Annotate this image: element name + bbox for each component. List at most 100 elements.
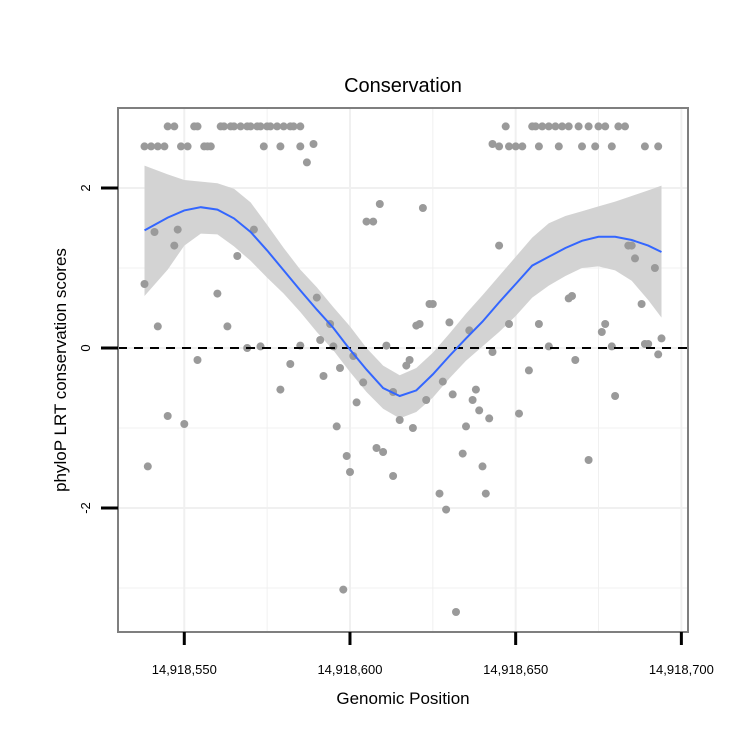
data-point — [273, 122, 282, 131]
data-point — [475, 406, 484, 415]
data-point — [266, 122, 275, 131]
data-point — [422, 396, 431, 404]
data-point — [418, 204, 427, 212]
chart-title: Conservation — [344, 75, 462, 97]
data-point — [631, 254, 639, 263]
data-point — [163, 122, 172, 131]
data-point — [568, 292, 576, 300]
data-point — [408, 424, 417, 432]
data-point — [395, 416, 404, 424]
data-point — [382, 341, 391, 350]
data-point — [468, 396, 477, 404]
data-point — [286, 360, 295, 368]
data-point — [564, 122, 573, 131]
y-tick-label: 2 — [78, 184, 93, 191]
y-tick-label: -2 — [78, 502, 93, 514]
data-point — [346, 468, 354, 476]
data-point — [538, 122, 547, 131]
data-point — [143, 462, 152, 471]
data-point — [448, 390, 457, 399]
data-point — [140, 142, 149, 151]
data-point — [558, 122, 567, 131]
data-point — [551, 122, 560, 131]
data-point — [342, 452, 351, 460]
data-point — [312, 293, 321, 302]
y-axis: 2 0 -2 — [78, 184, 118, 514]
data-point — [445, 318, 454, 327]
data-point — [319, 372, 328, 380]
data-point — [170, 122, 179, 131]
data-point — [458, 449, 467, 458]
data-point — [640, 142, 649, 151]
data-point — [524, 366, 533, 375]
data-point — [163, 412, 172, 420]
data-point — [511, 142, 520, 151]
data-point — [332, 422, 341, 431]
data-point — [289, 122, 298, 131]
data-point — [256, 122, 265, 131]
data-point — [644, 340, 653, 348]
data-point — [654, 350, 663, 359]
data-point — [571, 356, 580, 364]
data-point — [584, 122, 593, 131]
data-point — [614, 122, 623, 131]
data-point — [316, 336, 325, 344]
data-point — [389, 472, 398, 480]
data-point — [193, 122, 202, 131]
data-point — [336, 364, 344, 372]
data-point — [601, 320, 610, 328]
data-point — [150, 228, 159, 236]
data-point — [256, 342, 265, 351]
x-axis-title: Genomic Position — [336, 689, 469, 708]
data-point — [485, 414, 494, 423]
data-point — [584, 456, 593, 464]
data-point — [276, 142, 285, 151]
data-point — [246, 122, 255, 131]
data-point — [369, 217, 378, 226]
x-axis: 14,918,550 14,918,600 14,918,650 14,918,700 — [152, 632, 714, 677]
data-point — [372, 444, 381, 452]
data-point — [627, 241, 636, 250]
x-tick-label: 14,918,700 — [649, 662, 714, 677]
data-point — [591, 142, 600, 151]
y-tick-label: 0 — [78, 344, 93, 351]
data-point — [578, 142, 586, 151]
data-point — [574, 122, 583, 131]
data-point — [177, 142, 185, 151]
data-point — [501, 122, 510, 131]
data-point — [495, 241, 504, 250]
data-point — [180, 420, 189, 428]
data-point — [594, 122, 603, 131]
data-point — [505, 142, 513, 151]
data-point — [405, 356, 414, 364]
data-point — [352, 398, 361, 407]
data-point — [654, 142, 663, 151]
data-point — [233, 252, 242, 260]
data-point — [657, 334, 666, 343]
data-point — [223, 322, 232, 331]
data-point — [601, 122, 610, 131]
x-tick-label: 14,918,550 — [152, 662, 217, 677]
data-point — [554, 142, 563, 151]
data-point — [621, 122, 629, 131]
data-point — [362, 217, 371, 226]
data-point — [279, 122, 288, 131]
data-point — [611, 392, 620, 400]
data-point — [259, 142, 268, 151]
data-point — [515, 409, 523, 418]
data-point — [438, 377, 447, 386]
confidence-ribbon — [144, 165, 662, 419]
data-point — [296, 122, 305, 131]
data-point — [339, 585, 348, 594]
data-point — [249, 225, 258, 234]
data-point — [488, 140, 497, 148]
data-point — [153, 142, 162, 151]
x-tick-label: 14,918,600 — [317, 662, 382, 677]
y-axis-title: phyloP LRT conservation scores — [51, 248, 70, 492]
data-point — [607, 342, 616, 351]
data-point — [359, 378, 368, 387]
data-point — [206, 142, 215, 151]
plot-panel — [117, 107, 689, 633]
data-point — [153, 322, 162, 331]
grid — [118, 108, 688, 632]
